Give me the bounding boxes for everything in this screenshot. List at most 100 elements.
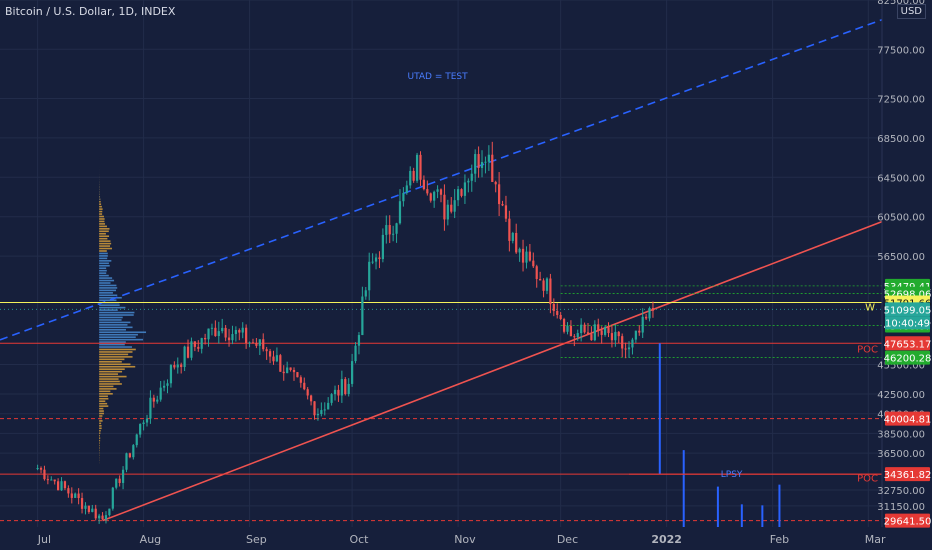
candle-body [101, 515, 104, 520]
candle-body [426, 189, 429, 194]
candle-body [248, 342, 251, 344]
candle-body [648, 307, 651, 319]
candle-body [142, 422, 145, 425]
candle-body [91, 508, 94, 512]
price-tag[interactable] [885, 467, 930, 482]
volume-profile-bar [99, 215, 104, 218]
candle-body [121, 469, 125, 483]
volume-profile-bar [99, 447, 100, 449]
price-tag[interactable] [885, 513, 930, 528]
chart-title: Bitcoin / U.S. Dollar, 1D, INDEX [5, 5, 176, 18]
volume-profile-bar [99, 309, 118, 311]
candle-body [566, 325, 569, 332]
candle-body [535, 266, 538, 279]
volume-profile-bar [99, 269, 107, 272]
x-axis-label: Mar [865, 533, 886, 546]
candle-body [415, 154, 419, 181]
candle-body [651, 307, 655, 311]
candle-body [316, 413, 320, 416]
candle-body [456, 189, 460, 201]
price-tag[interactable] [885, 411, 930, 426]
candle-body [70, 493, 73, 498]
candle-body [463, 182, 467, 196]
candle-body [532, 260, 535, 267]
volume-profile-bar [99, 402, 108, 405]
candle-body [296, 372, 299, 378]
candle-body [245, 327, 248, 343]
volume-profile-bar [99, 429, 101, 432]
candle-body [111, 487, 114, 509]
candle-body [289, 367, 292, 370]
candle-body [627, 347, 631, 350]
volume-profile-bar [99, 198, 101, 201]
volume-profile-bar [99, 390, 111, 393]
candle-body [491, 154, 494, 182]
volume-profile-bar [99, 373, 119, 375]
x-axis-label: Feb [770, 533, 789, 546]
candle-body [159, 387, 162, 400]
volume-profile-bar [99, 341, 126, 343]
x-axis-label: 2022 [651, 533, 682, 546]
candle-body [104, 515, 108, 520]
volume-profile-bar [99, 262, 109, 265]
volume-profile-bar [99, 363, 131, 366]
volume-profile-bar [99, 437, 101, 439]
currency-button[interactable]: USD [896, 4, 926, 19]
countdown-tag [885, 316, 930, 330]
candle-body [292, 369, 296, 373]
trendline[interactable] [0, 18, 883, 341]
candle-body [392, 233, 395, 235]
candle-body [279, 355, 282, 372]
candle-body [429, 193, 432, 201]
candle-body [552, 304, 555, 311]
volume-profile-bar [99, 284, 117, 287]
volume-profile-bar [99, 321, 131, 324]
volume-profile-bar [99, 397, 109, 400]
volume-profile-bar [99, 353, 129, 356]
price-tag[interactable] [885, 350, 930, 365]
x-axis-label: Oct [349, 533, 369, 546]
candle-body [166, 383, 169, 386]
y-axis-label: 32750.00 [877, 486, 925, 497]
candle-body [327, 402, 330, 410]
candle-body [197, 346, 200, 349]
candle-body [180, 364, 183, 367]
candle-body [135, 434, 138, 446]
candle-body [200, 338, 203, 349]
candle-body [498, 184, 501, 205]
candle-body [573, 336, 576, 338]
volume-profile-bar [99, 304, 120, 306]
candle-body [378, 257, 381, 260]
x-axis-label: Jul [37, 533, 51, 546]
candle-body [614, 331, 617, 341]
candle-body [50, 479, 53, 481]
candle-body [586, 332, 590, 335]
candle-body [368, 261, 371, 291]
volume-profile-bar [99, 223, 106, 225]
candle-body [351, 361, 354, 384]
candle-body [337, 389, 340, 396]
candle-body [125, 453, 128, 470]
candle-body [183, 346, 186, 367]
x-axis-label: Sep [246, 533, 267, 546]
price-tag[interactable] [885, 302, 930, 317]
volume-profile-bar [99, 444, 100, 447]
candle-body [470, 173, 473, 181]
candle-body [528, 251, 531, 261]
candle-body [494, 181, 497, 185]
candle-body [624, 348, 627, 350]
candle-body [597, 324, 600, 331]
candle-body [57, 481, 60, 491]
candle-body [385, 225, 388, 235]
volume-profile-bar [99, 287, 118, 289]
y-axis-label: 38500.00 [877, 429, 925, 440]
price-tag[interactable] [885, 336, 930, 351]
trendline[interactable] [102, 220, 883, 522]
volume-profile-bar [99, 400, 106, 403]
x-axis-label: Dec [557, 533, 578, 546]
candle-body [446, 204, 449, 220]
price-tag-label: 34361.82 [884, 470, 932, 481]
volume-profile-bar [99, 247, 113, 250]
